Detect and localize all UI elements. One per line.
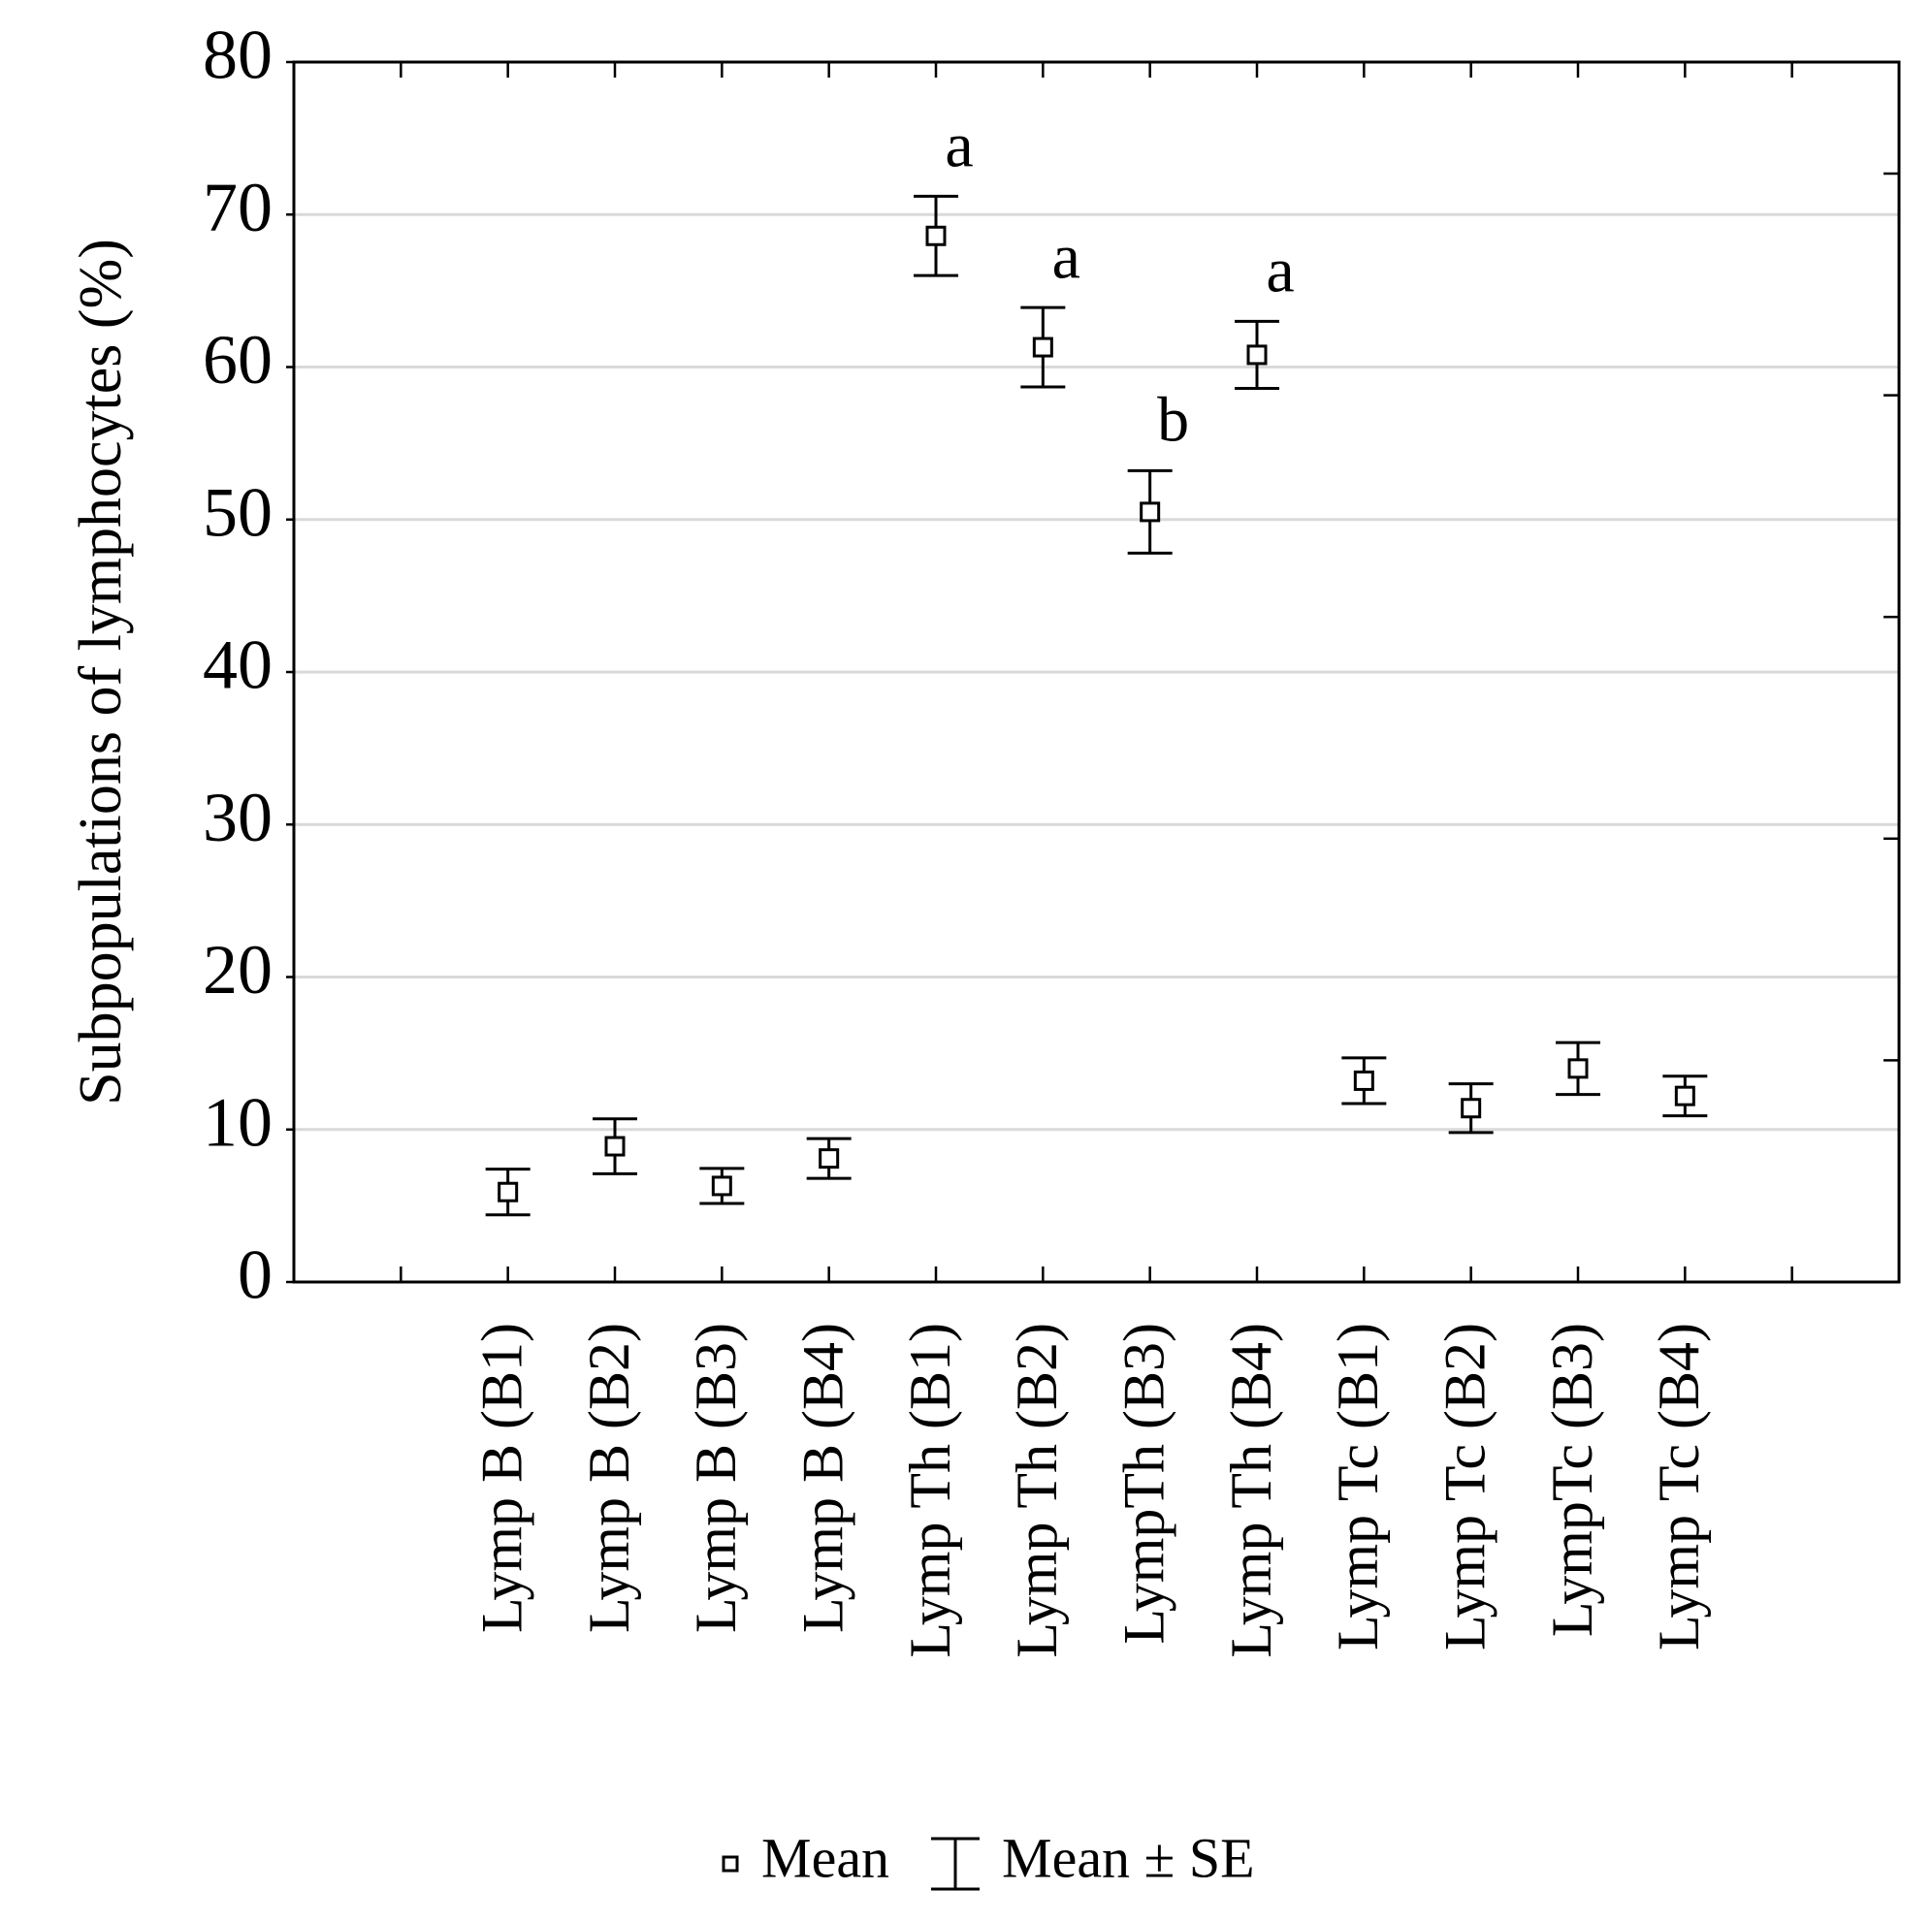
- y-tick-label: 30: [203, 779, 273, 856]
- x-tick-label: Lymp Th (B1): [898, 1323, 962, 1658]
- y-tick-label: 50: [203, 473, 273, 551]
- mean-marker: [498, 1181, 519, 1202]
- mean-marker: [925, 225, 947, 246]
- y-tick-label: 60: [203, 321, 273, 399]
- x-tick-label: Lymp B (B1): [469, 1323, 533, 1633]
- x-tick-label: Lymp B (B2): [577, 1323, 641, 1633]
- mean-marker: [604, 1136, 626, 1157]
- x-tick-label: Lymp Tc (B4): [1647, 1323, 1711, 1651]
- mean-marker: [1140, 501, 1161, 523]
- mean-marker: [819, 1148, 840, 1170]
- x-tick-label: Lymp Tc (B2): [1433, 1323, 1497, 1651]
- x-tick-label: Lymp Tc (B1): [1326, 1323, 1390, 1651]
- mean-marker: [1674, 1085, 1695, 1106]
- x-tick-label: Lymp Th (B2): [1005, 1323, 1069, 1658]
- mean-marker: [1353, 1070, 1374, 1091]
- plot-frame: [292, 60, 1901, 1284]
- annotation: a: [1266, 235, 1294, 305]
- mean-marker: [1032, 337, 1053, 358]
- x-tick-label: LympTc (B3): [1540, 1323, 1604, 1637]
- y-tick-label: 0: [238, 1236, 273, 1314]
- y-tick-label: 80: [203, 16, 273, 94]
- y-axis-title: Subpopulations of lymphocytes (%): [68, 239, 134, 1106]
- legend-label: Mean ± SE: [1002, 1826, 1255, 1889]
- annotation: a: [1052, 221, 1080, 292]
- annotation: b: [1157, 385, 1189, 456]
- mean-marker: [711, 1175, 732, 1197]
- y-tick-label: 70: [203, 169, 273, 246]
- annotation: a: [945, 111, 973, 181]
- x-tick-label: Lymp Th (B4): [1219, 1323, 1283, 1658]
- mean-marker: [1461, 1098, 1482, 1119]
- mean-marker: [1246, 344, 1268, 366]
- legend-label: Mean: [761, 1826, 889, 1889]
- legend-marker: [722, 1855, 739, 1873]
- legend-errorbar: [931, 1837, 980, 1891]
- mean-marker: [1567, 1058, 1589, 1079]
- y-tick-label: 10: [203, 1083, 273, 1161]
- y-tick-label: 40: [203, 626, 273, 704]
- x-tick-label: Lymp B (B4): [790, 1323, 854, 1633]
- y-tick-label: 20: [203, 931, 273, 1009]
- x-tick-label: LympTh (B3): [1111, 1323, 1175, 1645]
- x-tick-label: Lymp B (B3): [684, 1323, 748, 1633]
